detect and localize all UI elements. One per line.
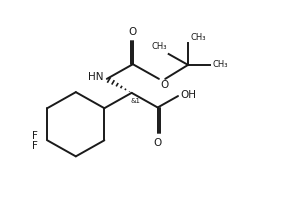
Text: F: F <box>32 131 38 141</box>
Text: O: O <box>129 27 137 37</box>
Text: O: O <box>154 138 162 148</box>
Text: CH₃: CH₃ <box>213 60 228 69</box>
Text: &1: &1 <box>130 98 140 104</box>
Text: HN: HN <box>88 72 103 83</box>
Text: O: O <box>160 80 168 90</box>
Text: CH₃: CH₃ <box>190 33 206 42</box>
Text: CH₃: CH₃ <box>152 42 167 51</box>
Text: OH: OH <box>180 90 196 100</box>
Text: F: F <box>32 141 38 151</box>
